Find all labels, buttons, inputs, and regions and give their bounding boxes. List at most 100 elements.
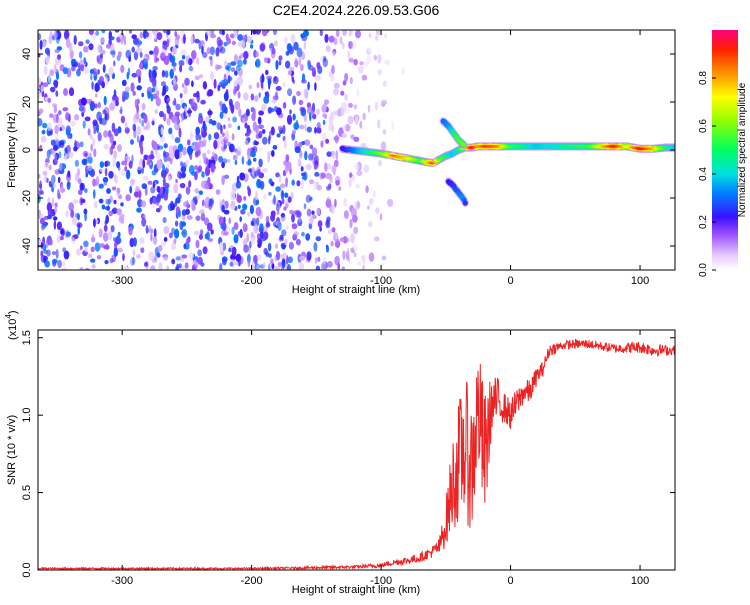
noise-blob [233,222,239,231]
y-tick-label: -40 [21,238,33,254]
noise-blob [306,208,312,217]
noise-blob [281,245,286,250]
noise-blob [301,179,304,190]
noise-blob [248,84,253,90]
noise-blob [243,92,249,101]
noise-blob [141,217,147,227]
noise-blob [73,35,77,45]
noise-blob [317,256,321,262]
noise-blob [285,50,290,56]
noise-blob [255,206,262,217]
noise-blob [113,128,119,137]
noise-blob [93,218,96,228]
noise-blob [168,175,171,181]
noise-blob [84,188,88,194]
noise-blob [292,95,297,105]
noise-blob [315,236,321,242]
x-tick-label: 0 [508,575,514,587]
noise-blob [257,116,262,125]
noise-blob [146,228,150,233]
noise-blob [254,95,259,102]
noise-blob [123,90,130,100]
noise-blob [335,231,338,240]
noise-blob [292,113,296,121]
noise-blob [298,262,305,270]
noise-blob [237,34,244,41]
noise-blob [351,175,356,182]
noise-blob [247,212,251,217]
noise-blob [41,223,47,229]
noise-blob [42,40,47,48]
noise-blob [229,33,235,39]
noise-blob [166,97,171,103]
noise-blob [83,57,87,65]
noise-blob [198,112,203,118]
noise-blob [325,45,331,52]
noise-blob [298,57,302,66]
noise-blob [344,210,349,219]
noise-blob [401,67,405,75]
noise-blob [270,126,275,136]
noise-blob [229,205,236,210]
noise-blob [128,30,133,34]
noise-blob [39,180,42,189]
noise-blob [287,88,293,97]
noise-blob [272,30,278,36]
noise-blob [58,176,61,183]
noise-blob [65,129,70,136]
noise-blob [286,114,293,125]
noise-blob [327,261,333,268]
noise-blob [166,163,170,169]
noise-blob [293,41,299,51]
noise-blob [89,69,95,74]
noise-blob [101,117,107,126]
noise-blob [104,161,108,168]
noise-blob [72,216,78,226]
noise-blob [156,90,160,96]
noise-blob [359,120,363,129]
noise-blob [233,234,239,244]
noise-blob [124,127,130,134]
noise-blob [206,231,210,241]
noise-blob [152,236,158,245]
noise-blob [135,185,140,192]
noise-blob [309,196,313,201]
noise-blob [317,127,322,134]
noise-blob [174,36,179,46]
noise-blob [139,237,145,244]
noise-blob [373,54,377,61]
noise-blob [282,262,286,269]
noise-blob [228,143,235,153]
noise-blob [307,81,310,91]
noise-blob [301,175,307,180]
noise-blob [202,81,207,90]
signal-trace-core [520,145,525,148]
noise-blob [117,231,121,238]
noise-blob [278,60,282,66]
noise-blob [249,204,254,215]
noise-blob [200,99,206,105]
noise-blob [206,158,209,165]
noise-blob [136,207,142,213]
noise-blob [333,110,339,116]
noise-blob [60,235,64,241]
noise-blob [163,237,168,242]
noise-blob [147,90,151,99]
noise-blob [271,47,276,55]
noise-blob [195,215,201,221]
noise-blob [219,46,226,54]
noise-blob [238,40,243,47]
noise-blob [303,203,307,210]
noise-blob [361,254,366,262]
noise-blob [375,207,380,215]
noise-blob [96,124,99,134]
noise-blob [270,210,276,217]
noise-blob [97,101,102,109]
noise-blob [324,162,328,172]
noise-blob [115,236,122,244]
noise-blob [158,205,163,210]
noise-blob [82,120,86,129]
noise-blob [114,100,119,107]
noise-blob [175,256,182,261]
noise-blob [166,117,171,126]
